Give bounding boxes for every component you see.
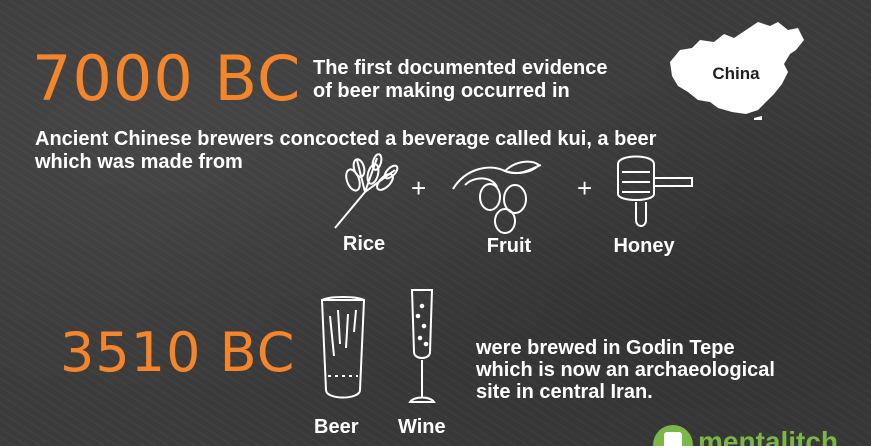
mentalitch-logo: mentalitch bbox=[650, 422, 871, 446]
china-label: China bbox=[712, 64, 760, 83]
year-3510-bc: 3510 BC bbox=[60, 321, 296, 384]
china-map: China bbox=[662, 20, 812, 120]
beer-glass-icon bbox=[318, 296, 368, 413]
plus-sign-2: + bbox=[577, 173, 593, 203]
plus-sign-1: + bbox=[411, 173, 427, 203]
year-7000-bc: 7000 BC bbox=[32, 42, 302, 115]
wheat-icon bbox=[325, 152, 405, 237]
godin-line-3: site in central Iran. bbox=[476, 381, 653, 403]
wine-glass-icon bbox=[406, 286, 438, 415]
honey-icon bbox=[610, 150, 700, 240]
godin-line-1: were brewed in Godin Tepe bbox=[476, 337, 735, 359]
ingredient-label-honey: Honey bbox=[613, 235, 675, 257]
ingredient-label-rice: Rice bbox=[342, 233, 386, 255]
fruit-icon bbox=[445, 155, 545, 240]
china-map-icon bbox=[670, 22, 804, 120]
evidence-text: The first documented evidence of beer ma… bbox=[313, 57, 608, 103]
logo-mark-icon bbox=[653, 425, 693, 446]
evidence-line-1: The first documented evidence bbox=[313, 57, 608, 79]
ingredient-label-fruit: Fruit bbox=[486, 235, 532, 257]
godin-line-2: which is now an archaeological bbox=[476, 359, 775, 381]
description-line-2: which was made from bbox=[35, 151, 243, 173]
drink-label-wine: Wine bbox=[398, 416, 446, 438]
godin-tepe-text: were brewed in Godin Tepe which is now a… bbox=[476, 337, 775, 403]
drink-label-beer: Beer bbox=[314, 416, 359, 438]
kui-description: Ancient Chinese brewers concocted a beve… bbox=[35, 128, 656, 174]
logo-text: mentalitch bbox=[698, 426, 839, 446]
evidence-line-2: of beer making occurred in bbox=[313, 80, 570, 102]
description-line-1: Ancient Chinese brewers concocted a beve… bbox=[35, 128, 657, 150]
